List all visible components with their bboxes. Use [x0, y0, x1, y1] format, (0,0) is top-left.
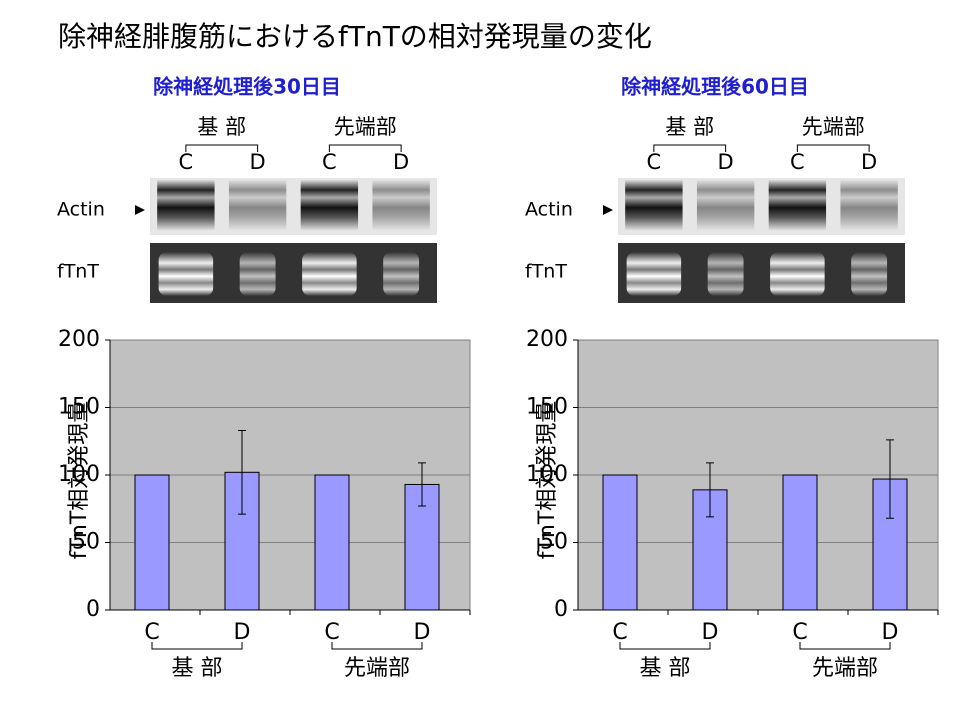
actin-band: [696, 180, 755, 230]
tnt-band: [851, 252, 888, 296]
group-label: 基 部: [172, 656, 223, 681]
y-tick-label: 200: [58, 327, 100, 352]
blot-group-label: 先端部: [802, 115, 865, 139]
y-tick-label: 50: [72, 530, 100, 555]
tnt-band: [158, 252, 214, 296]
bar: [602, 474, 638, 611]
blot-lane-label: C: [790, 150, 805, 174]
error-bar: [418, 462, 426, 507]
slide-title: 除神経腓腹筋におけるfTnTの相対発現量の変化: [58, 20, 652, 53]
blot-lane-label: D: [718, 150, 734, 174]
bar: [134, 474, 170, 611]
blot-lane-label: D: [861, 150, 877, 174]
bracket: [653, 144, 727, 152]
blot-lane-label: C: [322, 150, 337, 174]
group-label: 先端部: [344, 656, 410, 681]
bar: [314, 474, 350, 611]
actin-band: [228, 180, 287, 230]
y-axis-label: fTnT相対発現量: [67, 401, 92, 560]
actin-band: [625, 180, 683, 230]
error-bar: [886, 439, 894, 519]
blot-row-label: fTnT: [57, 261, 99, 283]
x-tick-label: D: [702, 620, 719, 645]
x-tick-label: C: [144, 620, 159, 645]
tnt-band: [302, 252, 357, 296]
actin-band: [300, 180, 359, 230]
group-label: 基 部: [640, 656, 691, 681]
y-tick-label: 150: [58, 395, 100, 420]
x-tick-label: C: [324, 620, 339, 645]
x-tick-label: C: [792, 620, 807, 645]
x-tick-label: D: [234, 620, 251, 645]
bracket: [619, 642, 711, 650]
arrowhead: [135, 205, 145, 215]
blot-lane-label: C: [179, 150, 194, 174]
x-tick-label: D: [414, 620, 431, 645]
bar: [224, 471, 260, 611]
bracket: [799, 642, 891, 650]
tnt-band: [383, 252, 420, 296]
bracket: [331, 642, 423, 650]
bar: [782, 474, 818, 611]
x-tick-label: C: [612, 620, 627, 645]
blot-group-label: 基 部: [665, 115, 714, 139]
blot-group-label: 先端部: [334, 115, 397, 139]
blot-lane-label: D: [393, 150, 409, 174]
tnt-band: [770, 252, 825, 296]
actin-band: [157, 180, 215, 230]
blot-lane-label: D: [250, 150, 266, 174]
error-bar: [706, 462, 714, 518]
tnt-band: [239, 252, 276, 296]
y-tick-label: 100: [526, 462, 568, 487]
bracket: [151, 642, 243, 650]
x-tick-label: D: [882, 620, 899, 645]
arrowhead: [603, 205, 613, 215]
tnt-band: [707, 252, 744, 296]
error-bar: [238, 429, 246, 515]
y-tick-label: 0: [554, 597, 568, 622]
blot-row-label: Actin: [525, 199, 573, 221]
bracket: [796, 144, 870, 152]
blot-row-label: fTnT: [525, 261, 567, 283]
tnt-band: [626, 252, 682, 296]
y-tick-label: 100: [58, 462, 100, 487]
y-axis-label: fTnT相対発現量: [535, 401, 560, 560]
y-tick-label: 50: [540, 530, 568, 555]
actin-band: [840, 180, 898, 230]
panel-title: 除神経処理後30日目: [153, 75, 341, 99]
y-tick-label: 0: [86, 597, 100, 622]
bracket: [328, 144, 402, 152]
blot-lane-label: C: [647, 150, 662, 174]
blot-row-label: Actin: [57, 199, 105, 221]
actin-band: [768, 180, 827, 230]
actin-band: [372, 180, 430, 230]
group-label: 先端部: [812, 656, 878, 681]
y-tick-label: 150: [526, 395, 568, 420]
panel-title: 除神経処理後60日目: [621, 75, 809, 99]
y-tick-label: 200: [526, 327, 568, 352]
bracket: [185, 144, 259, 152]
blot-group-label: 基 部: [197, 115, 246, 139]
